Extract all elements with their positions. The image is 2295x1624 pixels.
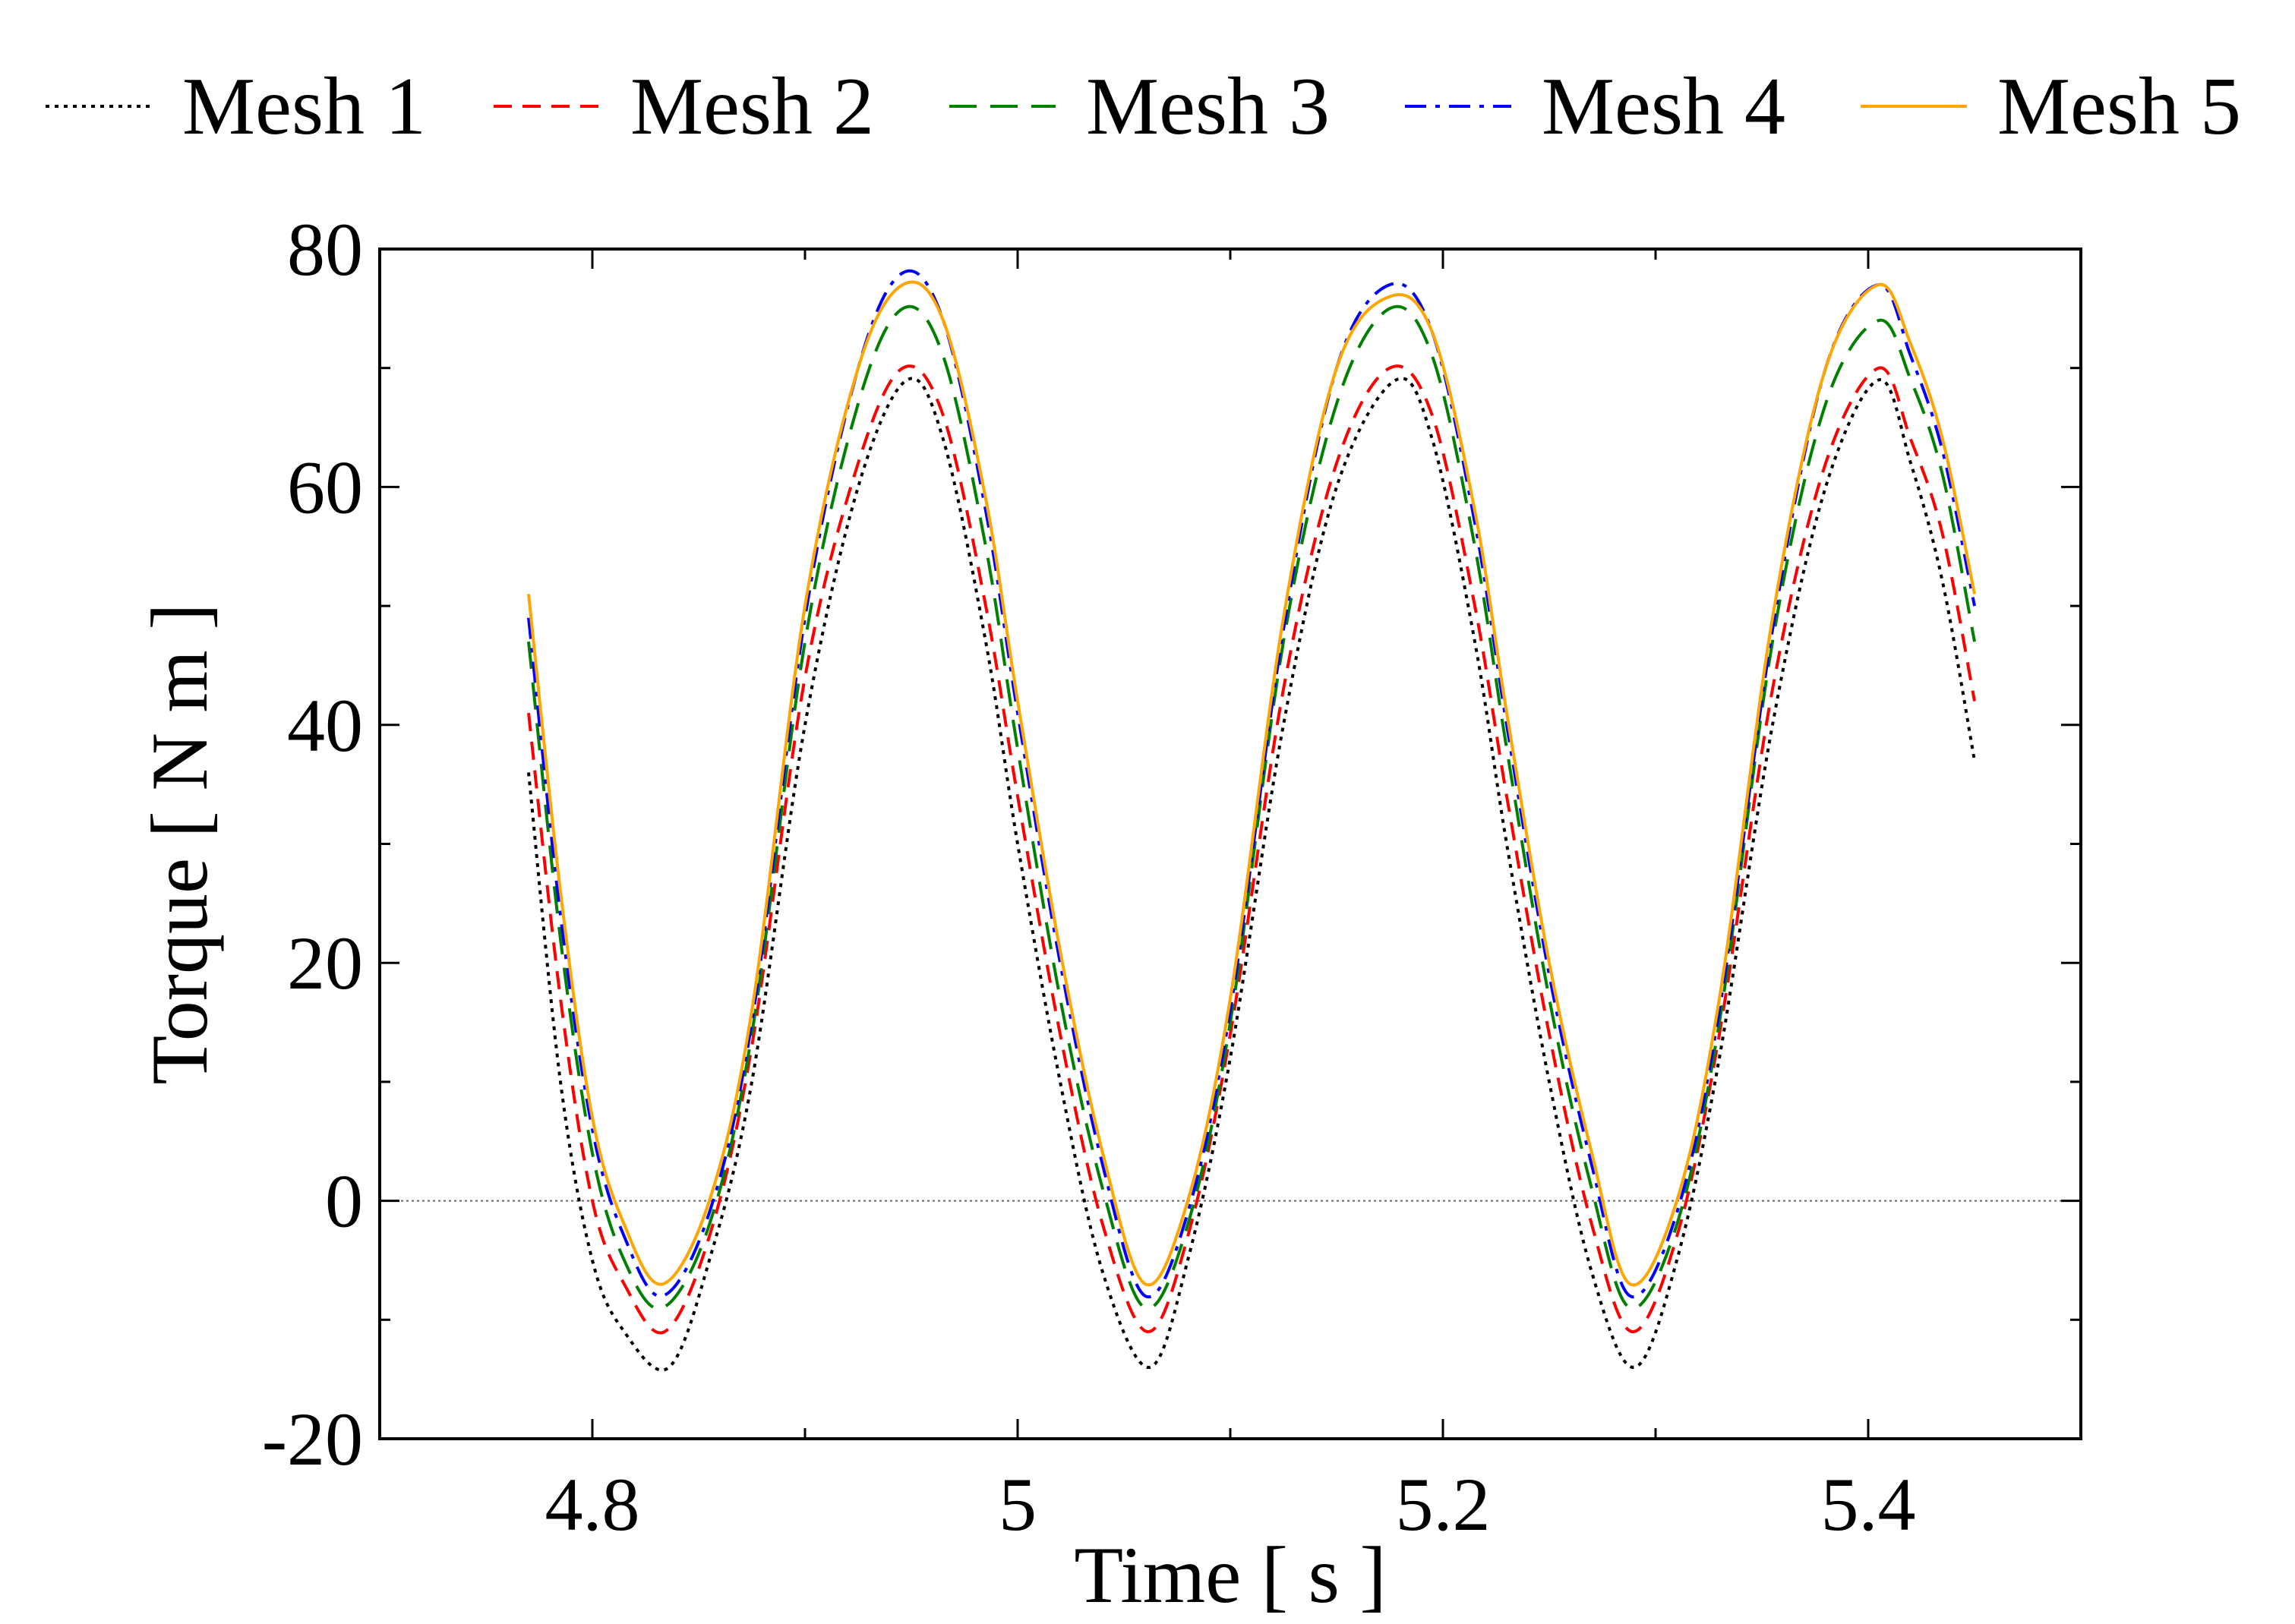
y-axis-title: Torque [ N m ] [135, 603, 224, 1084]
series-line-mesh-3 [527, 304, 1976, 1310]
y-tick-label: 20 [287, 921, 363, 1005]
x-tick-label: 5 [999, 1462, 1037, 1547]
legend-label: Mesh 4 [1542, 61, 1785, 152]
series-line-mesh-1 [527, 377, 1976, 1372]
y-tick-label: 40 [287, 683, 363, 768]
axis-ticks: 4.8 5 5.2 5.4 -20 0 20 40 60 80 [262, 207, 2081, 1547]
y-tick-label: 80 [287, 207, 363, 292]
x-axis-title: Time [ s ] [1074, 1531, 1386, 1619]
x-tick-label: 5.2 [1396, 1462, 1491, 1547]
plot-frame [378, 248, 2082, 1440]
y-tick-label: 60 [287, 445, 363, 529]
y-tick-label: -20 [262, 1397, 363, 1481]
x-tick-label: 5.4 [1821, 1462, 1916, 1547]
series-line-mesh-4 [527, 269, 1976, 1299]
legend-label: Mesh 3 [1086, 61, 1330, 152]
legend-label: Mesh 2 [630, 61, 874, 152]
legend-label: Mesh 5 [1997, 61, 2241, 152]
legend-label: Mesh 1 [182, 61, 426, 152]
series-lines [527, 269, 1976, 1372]
y-tick-label: 0 [325, 1159, 363, 1244]
series-line-mesh-5 [527, 280, 1976, 1287]
series-line-mesh-2 [527, 364, 1976, 1335]
x-tick-label: 4.8 [545, 1462, 640, 1547]
legend: Mesh 1 Mesh 2 Mesh 3 Mesh 4 Mesh 5 [46, 61, 2241, 152]
